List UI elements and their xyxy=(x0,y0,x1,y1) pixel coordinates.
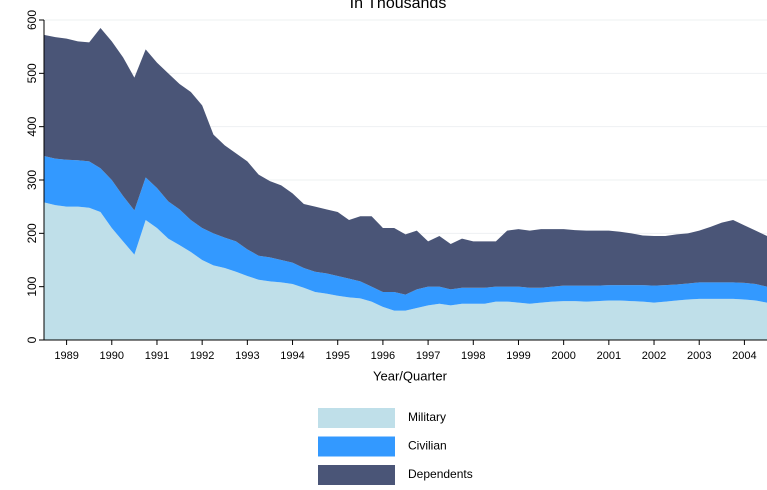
x-tick-label: 1993 xyxy=(235,350,259,362)
x-tick-label: 1992 xyxy=(190,350,214,362)
x-tick-label: 1990 xyxy=(100,350,124,362)
area xyxy=(44,202,767,340)
x-tick-label: 2000 xyxy=(551,350,575,362)
y-tick-label: 600 xyxy=(25,10,39,30)
x-tick-label: 2002 xyxy=(642,350,666,362)
legend-label: Dependents xyxy=(408,467,473,481)
y-tick-label: 100 xyxy=(25,276,39,296)
y-tick-label: 0 xyxy=(25,336,39,343)
legend-swatch xyxy=(318,465,395,485)
legend-label: Military xyxy=(408,410,446,424)
legend-label: Civilian xyxy=(408,439,447,453)
chart-title: In Thousands xyxy=(350,0,447,12)
area xyxy=(44,28,767,295)
y-tick-label: 300 xyxy=(25,170,39,190)
area xyxy=(44,156,767,311)
x-tick-label: 2003 xyxy=(687,350,711,362)
legend-swatch xyxy=(318,408,395,428)
x-tick-label: 1997 xyxy=(416,350,440,362)
y-tick-label: 500 xyxy=(25,63,39,83)
x-tick-label: 1991 xyxy=(145,350,169,362)
y-tick-label: 200 xyxy=(25,223,39,243)
x-tick-label: 2004 xyxy=(732,350,756,362)
x-tick-label: 1998 xyxy=(461,350,485,362)
legend-swatch xyxy=(318,436,395,457)
x-axis-label: Year/Quarter xyxy=(373,368,448,383)
x-tick-label: 1995 xyxy=(325,350,349,362)
x-tick-label: 2001 xyxy=(597,350,621,362)
x-tick-label: 1989 xyxy=(54,350,78,362)
x-tick-label: 1994 xyxy=(280,350,304,362)
y-tick-label: 400 xyxy=(25,116,39,136)
x-tick-label: 1999 xyxy=(506,350,530,362)
x-tick-label: 1996 xyxy=(371,350,395,362)
